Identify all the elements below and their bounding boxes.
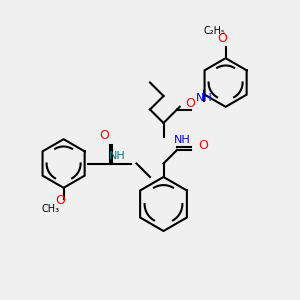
Text: NH: NH xyxy=(196,93,213,103)
Text: NH: NH xyxy=(174,135,191,145)
Text: O: O xyxy=(56,194,65,207)
Text: C₂H₅: C₂H₅ xyxy=(204,26,226,36)
Text: CH₃: CH₃ xyxy=(42,204,60,214)
Text: O: O xyxy=(218,32,227,45)
Text: O: O xyxy=(185,97,195,110)
Text: O: O xyxy=(99,129,109,142)
Text: O: O xyxy=(199,139,208,152)
Text: NH: NH xyxy=(109,152,126,161)
